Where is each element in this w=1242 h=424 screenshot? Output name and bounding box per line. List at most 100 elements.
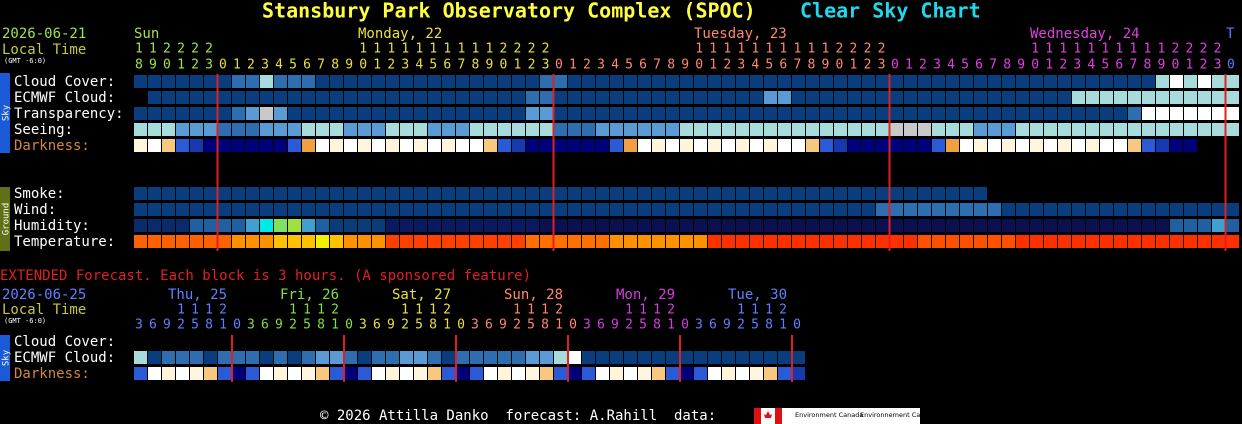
- forecast-block: [680, 203, 693, 216]
- hour-tens: 1112: [359, 303, 457, 318]
- forecast-block: [190, 235, 203, 248]
- forecast-block: [834, 219, 847, 232]
- forecast-block: [316, 187, 329, 200]
- forecast-block: [554, 367, 567, 380]
- forecast-block: [652, 187, 665, 200]
- forecast-block: [834, 235, 847, 248]
- hour-tens: 11111111112222: [891, 42, 1228, 57]
- forecast-block: [190, 139, 203, 152]
- forecast-block: [1142, 107, 1155, 120]
- forecast-block: [1044, 75, 1057, 88]
- forecast-block: [1142, 123, 1155, 136]
- forecast-block: [974, 219, 987, 232]
- forecast-block: [330, 91, 343, 104]
- forecast-block: [806, 107, 819, 120]
- forecast-block: [988, 107, 1001, 120]
- forecast-block: [512, 219, 525, 232]
- forecast-block: [736, 123, 749, 136]
- forecast-block: [148, 235, 161, 248]
- day-label: Wednesday, 24: [1030, 26, 1140, 42]
- forecast-block: [1170, 123, 1183, 136]
- forecast-block: [764, 351, 777, 364]
- forecast-block: [582, 107, 595, 120]
- forecast-block: [134, 219, 147, 232]
- forecast-block: [624, 107, 637, 120]
- date: 2026-06-21: [2, 26, 86, 42]
- hour-tens: 1112: [247, 303, 345, 318]
- forecast-block: [414, 107, 427, 120]
- forecast-block: [232, 367, 245, 380]
- forecast-block: [932, 203, 945, 216]
- forecast-block: [1114, 107, 1127, 120]
- forecast-block: [148, 187, 161, 200]
- forecast-block: [792, 187, 805, 200]
- forecast-block: [834, 187, 847, 200]
- forecast-block: [470, 235, 483, 248]
- forecast-block: [540, 75, 553, 88]
- forecast-block: [498, 75, 511, 88]
- forecast-block: [414, 203, 427, 216]
- forecast-block: [1044, 139, 1057, 152]
- hour-units: 36925810: [359, 318, 471, 333]
- forecast-block: [848, 203, 861, 216]
- forecast-block: [1170, 203, 1183, 216]
- forecast-block: [1170, 219, 1183, 232]
- forecast-block: [974, 107, 987, 120]
- subtitle[interactable]: Clear Sky Chart: [800, 0, 981, 23]
- forecast-block: [554, 235, 567, 248]
- forecast-block: [246, 351, 259, 364]
- forecast-block: [1142, 235, 1155, 248]
- forecast-block: [848, 107, 861, 120]
- day-label: Tue, 30: [728, 287, 787, 303]
- forecast-block: [162, 91, 175, 104]
- forecast-block: [1212, 107, 1225, 120]
- forecast-block: [1184, 91, 1197, 104]
- forecast-block: [736, 91, 749, 104]
- forecast-block: [694, 203, 707, 216]
- forecast-block: [302, 203, 315, 216]
- forecast-block: [624, 123, 637, 136]
- day-label: Sat, 27: [392, 287, 451, 303]
- forecast-block: [918, 107, 931, 120]
- forecast-block: [484, 203, 497, 216]
- day-label: Mon, 29: [616, 287, 675, 303]
- forecast-block: [190, 219, 203, 232]
- forecast-block: [428, 351, 441, 364]
- forecast-block: [344, 367, 357, 380]
- forecast-block: [890, 91, 903, 104]
- forecast-block: [414, 235, 427, 248]
- forecast-block: [974, 91, 987, 104]
- forecast-block: [246, 139, 259, 152]
- forecast-block: [666, 367, 679, 380]
- forecast-block: [834, 91, 847, 104]
- forecast-block: [750, 219, 763, 232]
- forecast-block: [680, 107, 693, 120]
- forecast-block: [932, 75, 945, 88]
- forecast-block: [638, 187, 651, 200]
- forecast-block: [232, 235, 245, 248]
- forecast-block: [582, 139, 595, 152]
- forecast-block: [918, 235, 931, 248]
- forecast-block: [568, 91, 581, 104]
- row-label: ECMWF Cloud:: [14, 90, 115, 106]
- forecast-block: [694, 139, 707, 152]
- forecast-block: [792, 91, 805, 104]
- forecast-block: [1100, 123, 1113, 136]
- forecast-block: [610, 91, 623, 104]
- forecast-block: [1016, 203, 1029, 216]
- forecast-block: [680, 123, 693, 136]
- forecast-block: [932, 123, 945, 136]
- forecast-block: [1086, 235, 1099, 248]
- forecast-block: [694, 187, 707, 200]
- forecast-block: [400, 367, 413, 380]
- forecast-block: [260, 367, 273, 380]
- forecast-block: [330, 187, 343, 200]
- forecast-block: [694, 235, 707, 248]
- forecast-block: [568, 139, 581, 152]
- forecast-block: [806, 219, 819, 232]
- forecast-block: [1002, 75, 1015, 88]
- hour-tens: 11111111112222: [219, 42, 556, 57]
- forecast-block: [302, 107, 315, 120]
- forecast-block: [792, 107, 805, 120]
- forecast-block: [218, 123, 231, 136]
